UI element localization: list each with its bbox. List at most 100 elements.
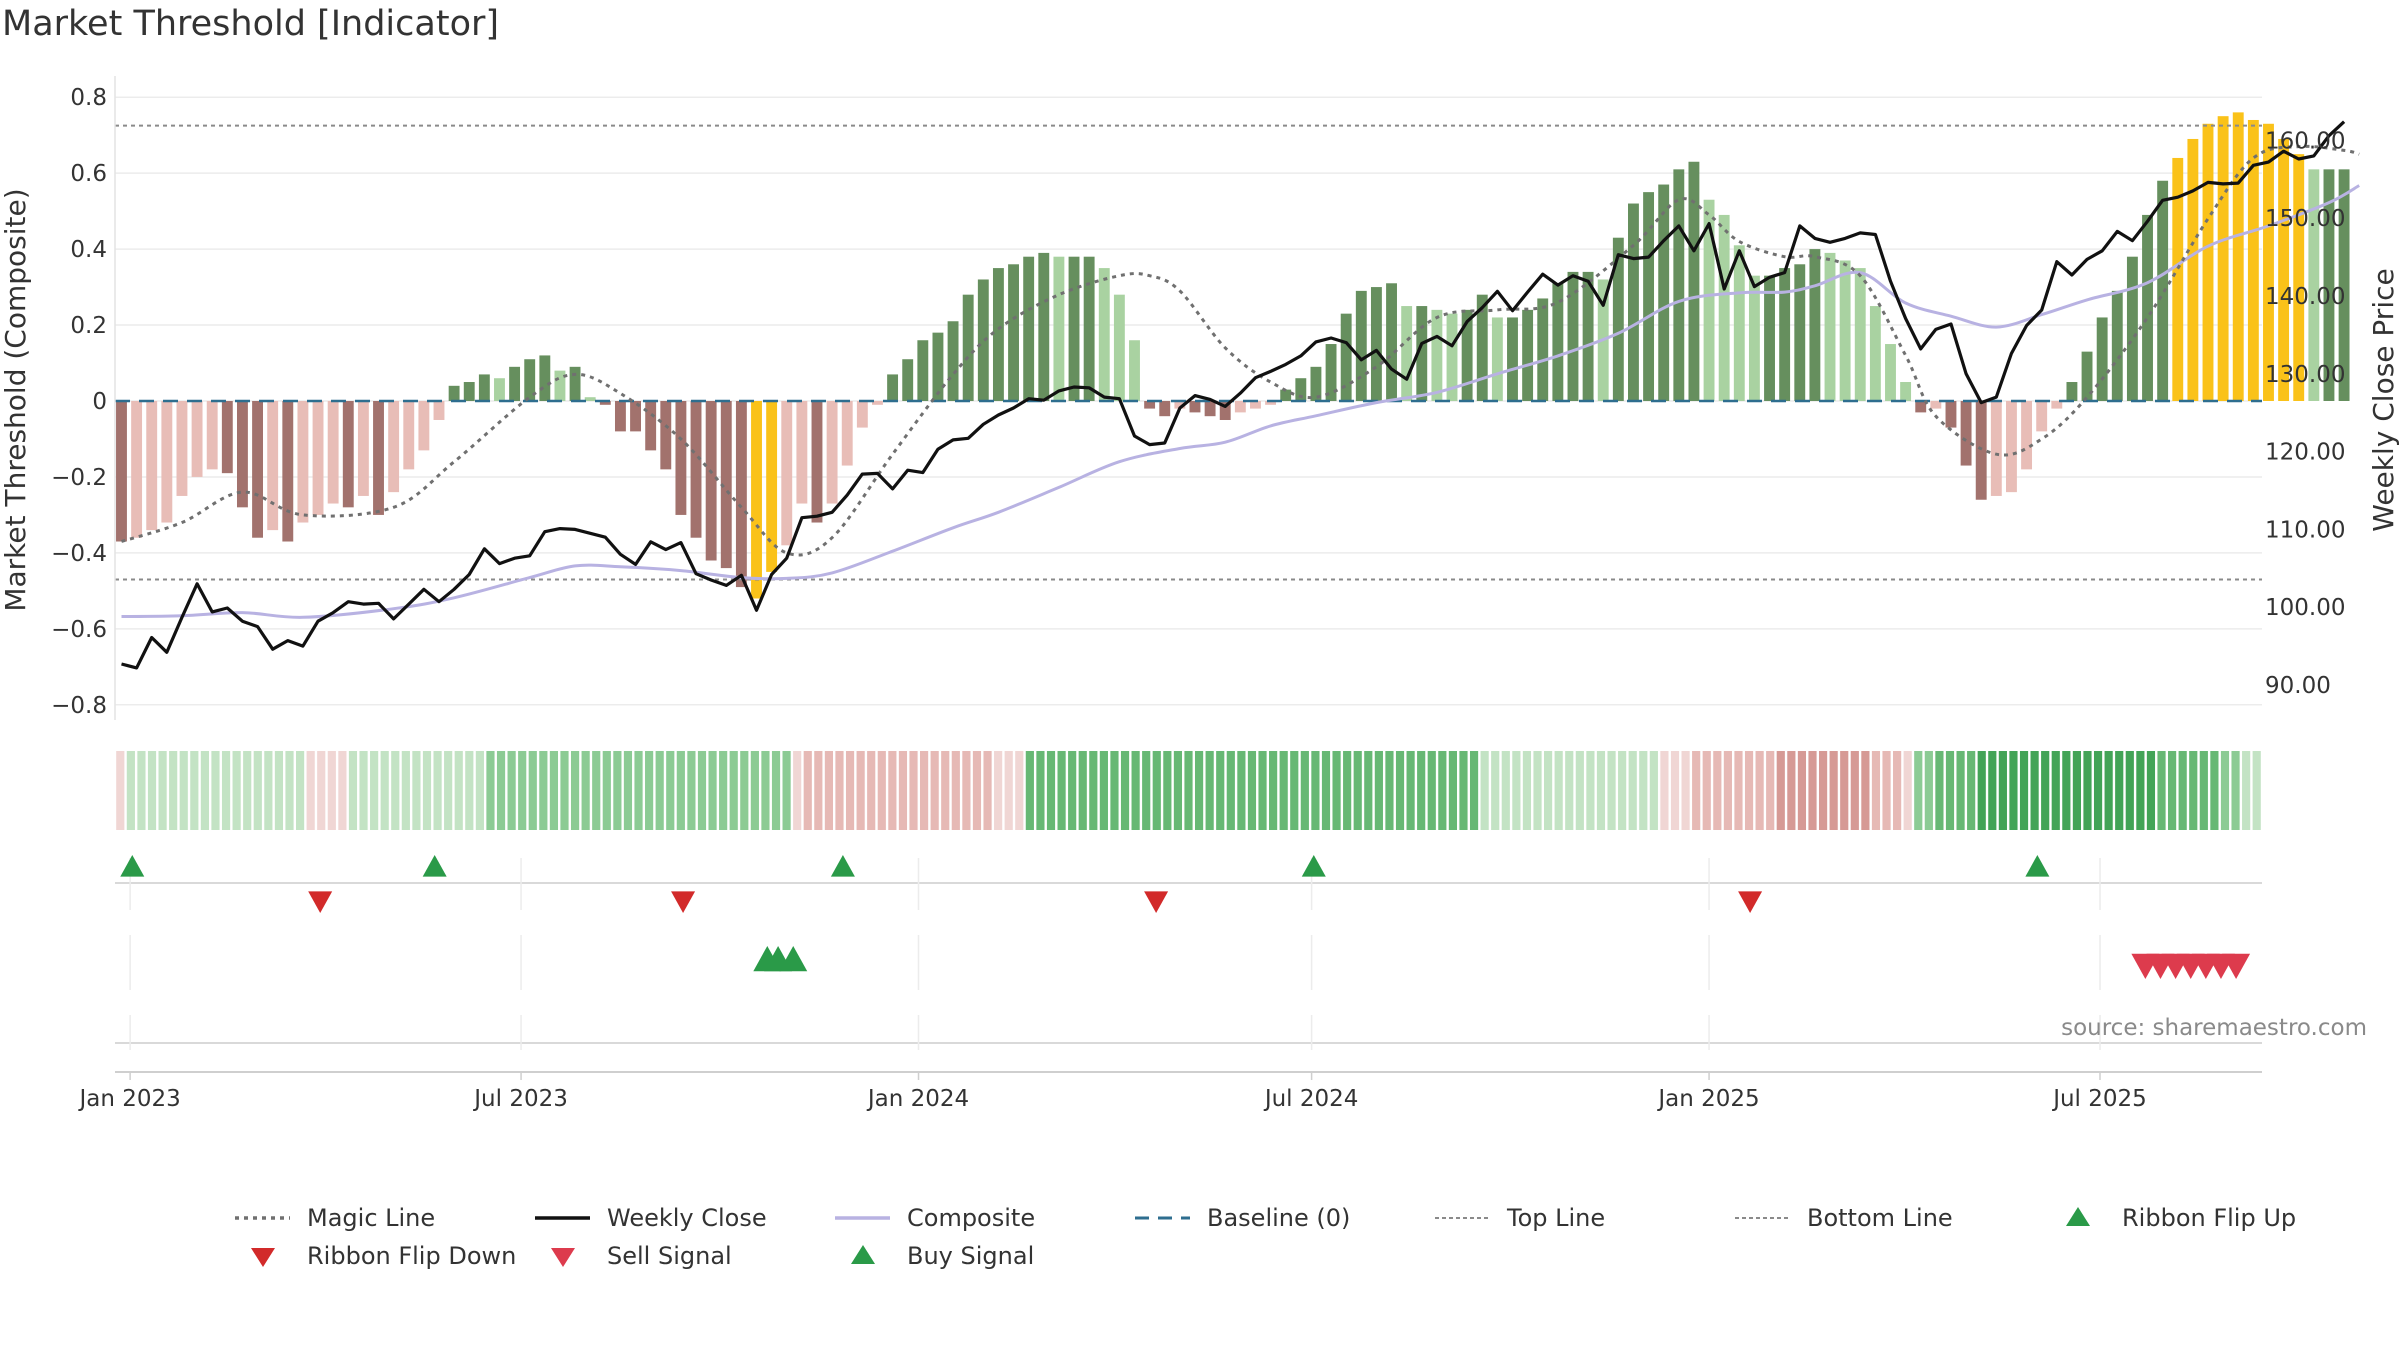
ribbon-cell [1184,751,1193,830]
histogram-bar [1144,401,1156,409]
ribbon-cell [1766,751,1775,830]
signal-markers [115,855,2262,1073]
ribbon-cell [2252,751,2261,830]
histogram-bar [1098,268,1110,401]
x-tick-label: Jan 2024 [866,1086,969,1112]
ribbon-cell [1533,751,1542,830]
ribbon-cell [2072,751,2082,830]
ribbon-cell [2030,751,2039,830]
histogram-bar [1522,309,1534,401]
left-tick-label: 0 [92,389,107,415]
histogram-bar [962,294,974,401]
legend-label: Magic Line [307,1204,435,1232]
histogram-bar [1431,309,1443,401]
sell-signal-marker [2222,953,2251,979]
legend-item: Buy Signal [851,1242,1034,1270]
legend-label: Sell Signal [607,1242,732,1270]
ribbon-cell [2178,751,2187,830]
ribbon-cell [317,751,326,830]
left-tick-label: 0.8 [70,85,107,111]
buy-signal-marker [779,946,808,972]
ribbon-cell [856,751,865,830]
ribbon-cell [560,751,569,830]
histogram-bar [1038,252,1050,401]
ribbon-cell [2210,751,2219,830]
ribbon-cell [1395,751,1405,830]
histogram-bar [312,401,324,515]
ribbon-cell [1406,751,1415,830]
histogram-bar [690,401,702,538]
ribbon-cell [697,751,707,830]
ribbon-cell [1512,751,1521,830]
histogram-bar [720,401,732,569]
ribbon-cell [1628,751,1637,830]
ribbon-cell [391,751,400,830]
histogram-bar [2142,214,2153,401]
histogram-bar [705,401,717,561]
histogram-bar [2308,169,2320,401]
ribbon-cell [1871,751,1881,830]
ribbon-cell [1670,751,1680,830]
ribbon-cell [1311,751,1320,830]
histogram-bar [1325,344,1337,401]
histogram-bar [1250,401,1261,409]
ribbon-cell [126,751,135,830]
histogram-bar [1386,283,1397,401]
histogram-bar [252,401,264,538]
ribbon-cell [1501,751,1510,830]
histogram-bar [766,401,778,572]
left-tick-label: −0.6 [51,617,107,643]
ribbon-cell [602,751,611,830]
ribbon-cell [1152,751,1161,830]
right-tick-label: 110.00 [2265,517,2345,543]
histogram-bar [2172,157,2184,401]
histogram-bar [826,401,838,504]
ribbon-cell [211,751,220,830]
legend-item: Magic Line [235,1204,435,1232]
histogram-bar [1053,256,1065,401]
histogram-bar [1900,382,1912,401]
ribbon-cell [444,751,453,830]
ribbon-cell [1723,751,1732,830]
ribbon-cell [2115,751,2124,830]
legend-label: Bottom Line [1807,1204,1953,1232]
ribbon-cell [687,751,696,830]
histogram-bar [2217,116,2229,401]
histogram-bar [403,401,415,470]
histogram-bar [1809,249,1821,401]
histogram-bar [2081,351,2093,401]
ribbon-cell [1586,751,1595,830]
ribbon-cell [454,751,463,830]
ribbon-cell [1269,751,1278,830]
ribbon-cell [1258,751,1267,830]
ribbon-cell [2242,751,2251,830]
ribbon-cell [898,751,908,830]
ribbon-strip [116,751,2261,830]
histogram-bar [660,401,672,470]
histogram-bar [1129,340,1140,401]
legend-label: Top Line [1506,1204,1605,1232]
ribbon-cell [370,751,379,830]
ribbon-cell [1565,751,1574,830]
ribbon-cell [1544,751,1553,830]
x-axis: Jan 2023 Jul 2023 Jan 2024 Jul 2024 Jan 2025… [77,1072,2147,1112]
ribbon-cell [1924,751,1933,830]
histogram-bar [1446,313,1458,401]
ribbon-cell [930,751,939,830]
ribbon-cell [1099,751,1108,830]
histogram-bar [1234,401,1246,413]
ribbon-cell [1935,751,1944,830]
legend-label: Baseline (0) [1207,1204,1350,1232]
histogram-bar [841,401,853,466]
histogram-bar [1885,344,1896,401]
right-tick-label: 150.00 [2265,206,2345,232]
axes: 0.8 0.6 0.4 0.2 0 −0.2 −0.4 −0.6 −0.8 160.00 150.0… [51,76,2345,720]
histogram-bar [1174,401,1186,409]
ribbon-cell [1110,751,1119,830]
histogram-bar [221,401,233,474]
histogram-bar [1476,294,1488,401]
ribbon-cell [835,751,844,830]
histogram-bar [1990,401,2002,496]
ribbon-cell [1861,751,1870,830]
ribbon-cell [1998,751,2007,830]
